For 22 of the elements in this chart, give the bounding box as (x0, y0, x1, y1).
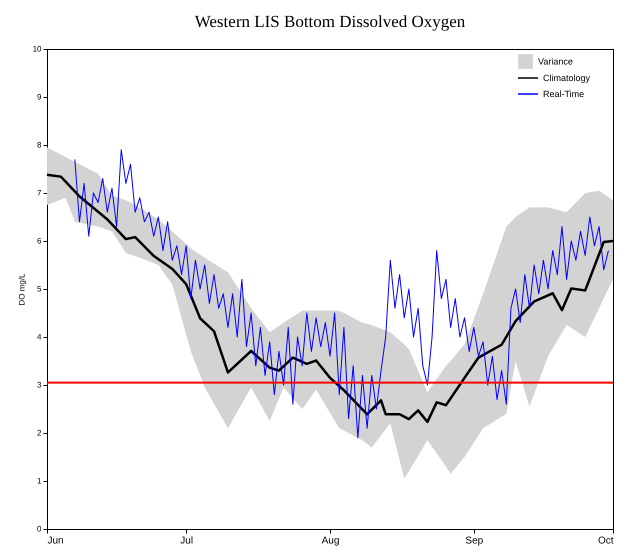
y-tick-label: 5 (37, 284, 42, 294)
x-tick-label: Oct (598, 536, 614, 546)
y-tick-label: 7 (37, 188, 42, 198)
legend-label: Climatology (543, 73, 591, 83)
y-tick-label: 3 (37, 380, 42, 390)
y-tick-label: 2 (37, 428, 42, 438)
y-axis-title: DO mg/L (18, 272, 27, 306)
legend-label: Real-Time (543, 89, 584, 99)
y-tick-label: 9 (37, 92, 42, 102)
line-series (74, 149, 609, 438)
y-tick-label: 0 (37, 524, 42, 534)
x-tick-label: Aug (322, 536, 340, 546)
y-tick-label: 1 (37, 476, 42, 486)
y-tick-label: 8 (37, 140, 42, 150)
y-tick-label: 6 (37, 236, 42, 246)
y-tick-label: 10 (32, 44, 42, 54)
y-tick-label: 4 (37, 332, 42, 342)
x-tick-label: Jul (180, 536, 194, 546)
x-tick-label: Jun (48, 536, 64, 546)
x-tick-label: Sep (465, 536, 484, 546)
chart-title: Western LIS Bottom Dissolved Oxygen (194, 12, 466, 31)
legend-label: Variance (538, 56, 573, 66)
